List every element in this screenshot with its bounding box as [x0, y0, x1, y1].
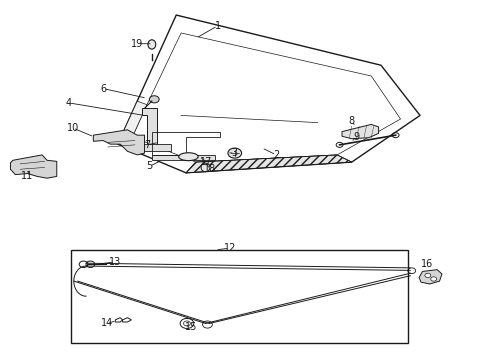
Polygon shape: [142, 144, 171, 151]
Text: 10: 10: [66, 123, 79, 133]
Text: 12: 12: [223, 243, 236, 253]
Polygon shape: [185, 155, 351, 173]
Ellipse shape: [178, 153, 198, 161]
Circle shape: [430, 277, 436, 281]
Text: 16: 16: [420, 259, 432, 269]
Text: 19: 19: [131, 39, 143, 49]
Text: 15: 15: [184, 322, 197, 332]
Circle shape: [227, 148, 241, 158]
Polygon shape: [118, 101, 147, 144]
Circle shape: [424, 273, 430, 278]
Text: 4: 4: [66, 98, 72, 108]
Polygon shape: [341, 125, 378, 139]
Text: 18: 18: [204, 164, 216, 174]
Text: 14: 14: [101, 319, 113, 328]
Polygon shape: [10, 155, 57, 178]
Text: 13: 13: [109, 257, 121, 267]
Polygon shape: [142, 108, 157, 148]
Text: 9: 9: [353, 132, 359, 142]
Bar: [71, 250, 407, 343]
Text: 6: 6: [100, 84, 106, 94]
Text: 5: 5: [146, 161, 152, 171]
Text: 1: 1: [214, 21, 220, 31]
Ellipse shape: [201, 163, 209, 172]
Ellipse shape: [148, 40, 156, 49]
Circle shape: [149, 96, 159, 103]
Text: 8: 8: [348, 116, 354, 126]
Text: 7: 7: [143, 140, 150, 150]
Polygon shape: [152, 155, 215, 160]
Polygon shape: [418, 270, 441, 284]
Text: 17: 17: [200, 157, 212, 167]
Text: 2: 2: [272, 150, 279, 160]
Polygon shape: [93, 130, 144, 155]
Text: 3: 3: [231, 148, 237, 158]
Text: 11: 11: [21, 171, 34, 181]
